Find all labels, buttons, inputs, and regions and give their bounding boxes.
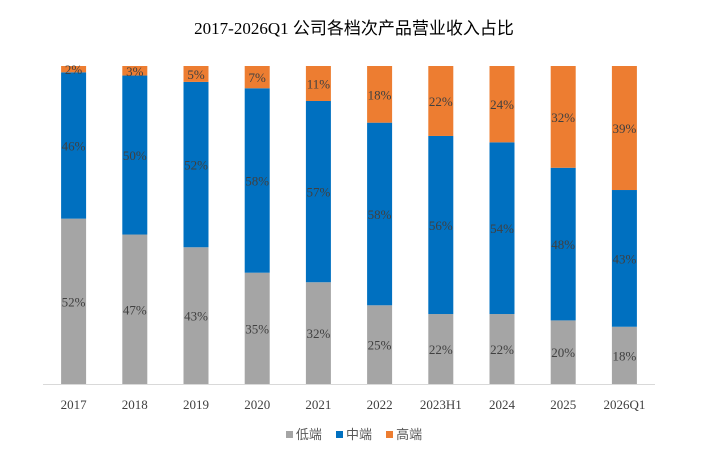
legend-label: 低端	[295, 428, 322, 443]
data-label: 22%	[429, 94, 453, 109]
bar-2023H1-低端	[428, 314, 454, 384]
data-label: 39%	[612, 121, 636, 136]
legend-swatch-mid	[335, 431, 343, 438]
bar-2024-高端	[489, 66, 515, 143]
x-tick-label: 2017	[61, 397, 88, 412]
data-label: 54%	[490, 221, 514, 236]
bar-2021-高端	[305, 66, 331, 101]
chart-title: 2017-2026Q1 公司各档次产品营业收入占比	[194, 19, 514, 38]
bar-2024-中端	[489, 142, 515, 315]
data-label: 20%	[551, 345, 575, 360]
data-label: 43%	[612, 251, 636, 266]
bar-2017-高端	[61, 66, 87, 73]
data-label: 5%	[187, 67, 205, 82]
bar-2021-低端	[305, 282, 331, 384]
data-label: 24%	[490, 97, 514, 112]
data-label: 48%	[551, 237, 575, 252]
legend-label: 高端	[396, 428, 423, 443]
legend-swatch-low	[285, 431, 293, 438]
bar-2020-低端	[244, 272, 270, 384]
x-tick-label: 2025	[550, 397, 576, 412]
x-tick-label: 2018	[122, 397, 148, 412]
data-label: 2%	[65, 62, 83, 77]
data-label: 32%	[551, 110, 575, 125]
data-label: 57%	[306, 185, 330, 200]
bar-2026Q1-高端	[611, 66, 637, 191]
bar-2026Q1-低端	[611, 326, 637, 384]
bar-2022-中端	[367, 122, 393, 306]
legend-item-high: 高端	[386, 428, 422, 443]
data-label: 56%	[429, 218, 453, 233]
bar-2020-高端	[244, 66, 270, 89]
bar-2025-高端	[550, 66, 576, 168]
bar-2017-低端	[61, 218, 87, 384]
bar-2018-低端	[122, 234, 148, 384]
bar-2022-低端	[367, 305, 393, 384]
data-label: 25%	[368, 338, 392, 353]
data-label: 43%	[184, 309, 208, 324]
x-tick-label: 2019	[183, 397, 209, 412]
x-tick-label: 2026Q1	[603, 397, 645, 412]
data-label: 22%	[490, 342, 514, 357]
data-label: 35%	[245, 321, 269, 336]
data-label: 22%	[429, 342, 453, 357]
data-label: 52%	[62, 294, 86, 309]
legend-item-low: 低端	[285, 428, 322, 443]
bar-2023H1-高端	[428, 66, 454, 136]
data-label: 47%	[123, 302, 147, 317]
legend-swatch-high	[386, 431, 394, 438]
data-label: 3%	[126, 64, 144, 79]
legend: 低端 中端 高端	[0, 424, 708, 443]
legend-label: 中端	[345, 428, 372, 443]
bar-2022-高端	[367, 66, 393, 123]
data-label: 52%	[184, 158, 208, 173]
bar-2017-中端	[61, 72, 87, 219]
bar-2023H1-中端	[428, 135, 454, 315]
bar-2018-高端	[122, 66, 148, 76]
bar-2024-低端	[489, 314, 515, 384]
bar-2019-低端	[183, 247, 209, 384]
x-tick-label: 2023H1	[420, 397, 462, 412]
legend-item-mid: 中端	[335, 428, 372, 443]
data-label: 18%	[368, 87, 392, 102]
data-label: 11%	[307, 76, 331, 91]
data-label: 58%	[368, 207, 392, 222]
data-label: 58%	[245, 173, 269, 188]
x-tick-label: 2021	[305, 397, 331, 412]
bar-2020-中端	[244, 88, 270, 273]
x-tick-label: 2024	[489, 397, 516, 412]
data-label: 50%	[123, 148, 147, 163]
bar-2026Q1-中端	[611, 190, 637, 327]
x-tick-label: 2020	[244, 397, 270, 412]
bar-2019-中端	[183, 81, 209, 248]
x-tick-label: 2022	[367, 397, 393, 412]
bar-2018-中端	[122, 75, 148, 235]
bar-2021-中端	[305, 100, 331, 283]
data-label: 46%	[62, 139, 86, 154]
data-label: 18%	[612, 348, 636, 363]
bar-2025-中端	[550, 167, 576, 321]
bar-2025-低端	[550, 320, 576, 384]
bar-2019-高端	[183, 66, 209, 82]
data-label: 32%	[306, 326, 330, 341]
data-label: 7%	[249, 70, 267, 85]
